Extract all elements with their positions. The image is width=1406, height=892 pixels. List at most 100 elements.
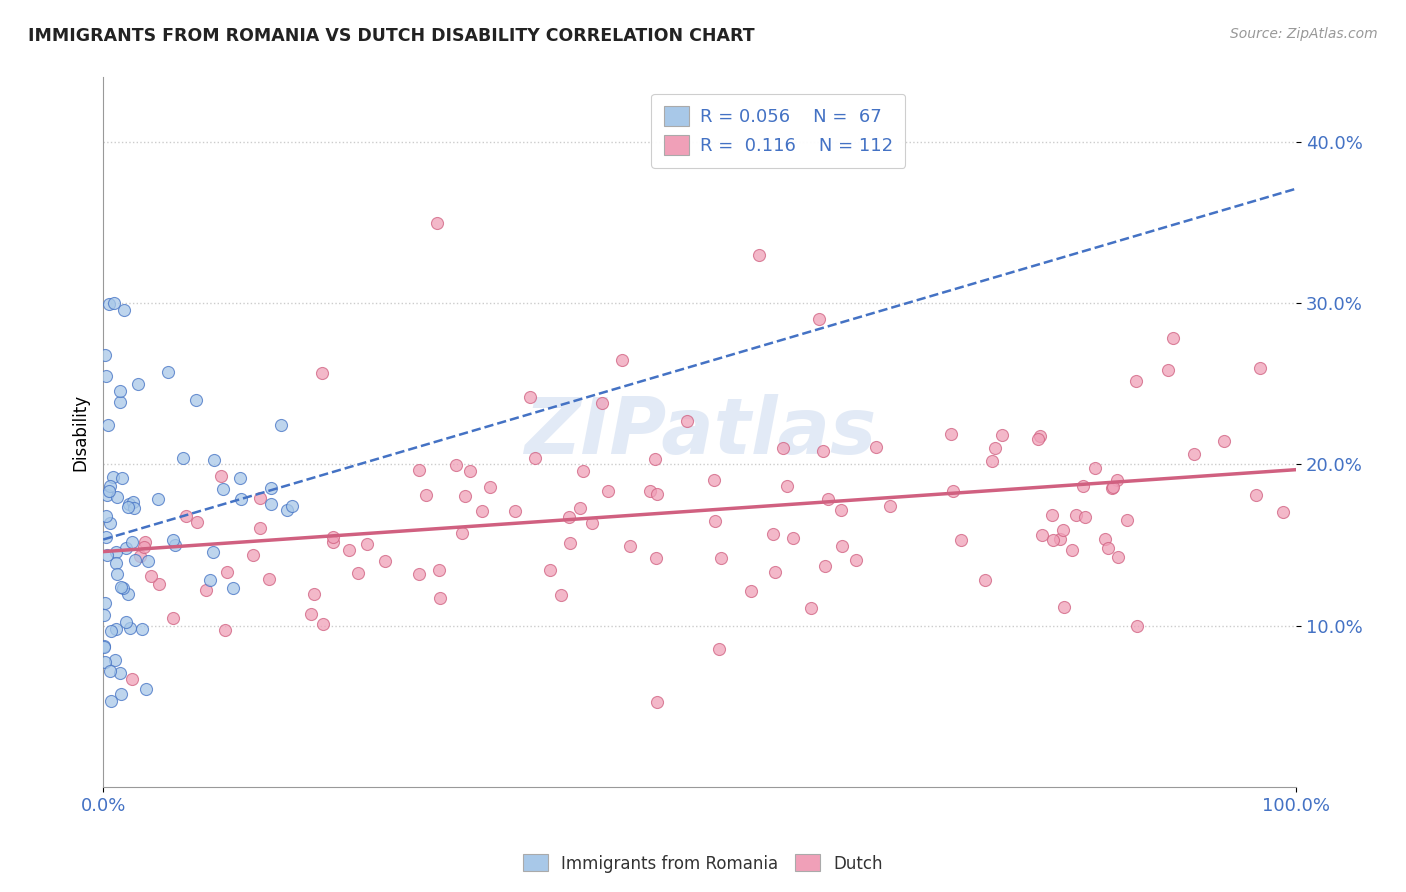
- Point: [865, 440, 887, 454]
- Point: [675, 414, 697, 428]
- Point: [96, 369, 118, 384]
- Point: [96, 548, 118, 562]
- Point: [814, 558, 837, 573]
- Point: [558, 536, 581, 550]
- Point: [939, 426, 962, 441]
- Point: [762, 526, 785, 541]
- Point: [94, 655, 117, 669]
- Point: [114, 541, 136, 556]
- Point: [211, 482, 233, 496]
- Point: [808, 312, 831, 326]
- Point: [104, 653, 127, 667]
- Point: [104, 622, 127, 636]
- Point: [276, 503, 298, 517]
- Point: [136, 554, 159, 568]
- Point: [415, 488, 437, 502]
- Point: [1049, 532, 1071, 546]
- Point: [811, 444, 834, 458]
- Point: [879, 499, 901, 513]
- Point: [148, 577, 170, 591]
- Point: [94, 530, 117, 544]
- Point: [1064, 508, 1087, 523]
- Text: ZIPatlas: ZIPatlas: [523, 394, 876, 470]
- Point: [98, 484, 121, 499]
- Point: [596, 484, 619, 499]
- Point: [302, 587, 325, 601]
- Point: [1074, 510, 1097, 524]
- Point: [110, 687, 132, 701]
- Point: [568, 501, 591, 516]
- Point: [93, 639, 115, 653]
- Text: Source: ZipAtlas.com: Source: ZipAtlas.com: [1230, 27, 1378, 41]
- Text: IMMIGRANTS FROM ROMANIA VS DUTCH DISABILITY CORRELATION CHART: IMMIGRANTS FROM ROMANIA VS DUTCH DISABIL…: [28, 27, 755, 45]
- Point: [122, 500, 145, 515]
- Point: [96, 508, 118, 523]
- Y-axis label: Disability: Disability: [72, 393, 89, 471]
- Point: [96, 488, 118, 502]
- Point: [703, 514, 725, 528]
- Point: [129, 549, 152, 563]
- Point: [830, 503, 852, 517]
- Point: [772, 442, 794, 456]
- Point: [1101, 481, 1123, 495]
- Point: [124, 553, 146, 567]
- Point: [984, 441, 1007, 455]
- Point: [538, 563, 561, 577]
- Point: [118, 498, 141, 512]
- Point: [347, 566, 370, 581]
- Point: [1244, 488, 1267, 502]
- Point: [429, 591, 451, 605]
- Point: [1097, 541, 1119, 555]
- Point: [98, 516, 121, 530]
- Point: [942, 484, 965, 499]
- Point: [322, 530, 344, 544]
- Point: [408, 463, 430, 477]
- Point: [165, 538, 187, 552]
- Point: [98, 296, 121, 310]
- Point: [121, 535, 143, 549]
- Point: [458, 464, 481, 478]
- Point: [645, 695, 668, 709]
- Point: [427, 563, 450, 577]
- Point: [97, 418, 120, 433]
- Point: [845, 553, 868, 567]
- Point: [524, 450, 547, 465]
- Point: [198, 574, 221, 588]
- Point: [94, 348, 117, 362]
- Point: [503, 504, 526, 518]
- Point: [105, 545, 128, 559]
- Point: [172, 451, 194, 466]
- Point: [141, 568, 163, 582]
- Point: [98, 664, 121, 678]
- Legend: R = 0.056    N =  67, R =  0.116    N = 112: R = 0.056 N = 67, R = 0.116 N = 112: [651, 94, 905, 168]
- Point: [1031, 527, 1053, 541]
- Point: [322, 534, 344, 549]
- Point: [644, 452, 666, 467]
- Point: [100, 694, 122, 708]
- Point: [94, 596, 117, 610]
- Point: [610, 353, 633, 368]
- Point: [1028, 429, 1050, 443]
- Point: [1116, 512, 1139, 526]
- Point: [990, 427, 1012, 442]
- Point: [519, 390, 541, 404]
- Point: [222, 581, 245, 595]
- Point: [122, 495, 145, 509]
- Point: [1101, 480, 1123, 494]
- Point: [215, 565, 238, 579]
- Point: [1107, 473, 1129, 487]
- Point: [259, 497, 281, 511]
- Point: [231, 491, 253, 506]
- Point: [311, 366, 333, 380]
- Point: [1182, 447, 1205, 461]
- Point: [1084, 460, 1107, 475]
- Point: [162, 611, 184, 625]
- Point: [478, 480, 501, 494]
- Point: [1272, 505, 1295, 519]
- Point: [117, 587, 139, 601]
- Point: [591, 396, 613, 410]
- Point: [1126, 619, 1149, 633]
- Point: [249, 491, 271, 505]
- Point: [644, 551, 666, 566]
- Point: [645, 487, 668, 501]
